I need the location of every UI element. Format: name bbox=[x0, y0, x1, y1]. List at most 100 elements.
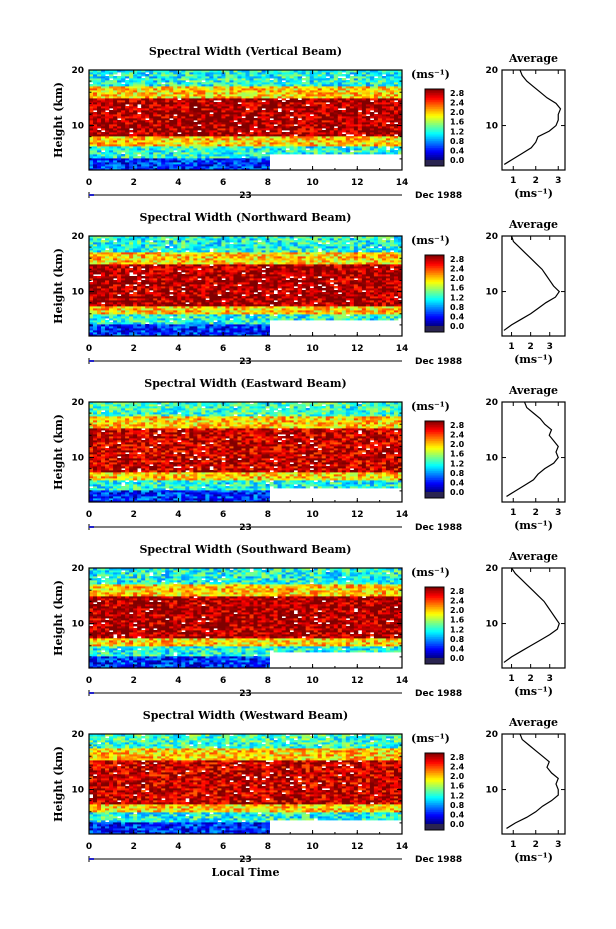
heatmap-cell bbox=[177, 154, 182, 157]
heatmap-cell bbox=[261, 94, 266, 97]
heatmap-cell bbox=[125, 144, 130, 147]
heatmap-cell bbox=[89, 296, 94, 299]
heatmap-cell bbox=[273, 92, 278, 95]
heatmap-cell bbox=[221, 146, 226, 149]
heatmap-cell bbox=[397, 148, 403, 151]
heatmap-cell bbox=[117, 116, 122, 119]
heatmap-cell bbox=[93, 128, 98, 131]
heatmap-cell bbox=[341, 138, 347, 141]
heatmap-cell bbox=[117, 94, 122, 97]
heatmap-cell bbox=[313, 112, 319, 115]
heatmap-cell bbox=[309, 104, 315, 107]
heatmap-cell bbox=[285, 146, 291, 149]
heatmap-cell bbox=[141, 72, 146, 75]
heatmap-cell bbox=[237, 158, 242, 161]
heatmap-cell bbox=[293, 132, 299, 135]
heatmap-cell bbox=[117, 122, 122, 125]
heatmap-cell bbox=[165, 158, 170, 161]
heatmap-cell bbox=[89, 334, 94, 337]
heatmap-cell bbox=[309, 108, 315, 111]
heatmap-cell bbox=[397, 112, 403, 115]
heatmap-cell bbox=[325, 132, 331, 135]
heatmap-cell bbox=[113, 106, 118, 109]
heatmap-cell bbox=[309, 130, 315, 133]
heatmap-cell bbox=[93, 268, 98, 271]
heatmap-cell bbox=[313, 126, 319, 129]
heatmap-cell bbox=[357, 136, 363, 139]
heatmap-cell bbox=[205, 88, 210, 91]
heatmap-cell bbox=[113, 100, 118, 103]
heatmap-cell bbox=[349, 86, 355, 89]
heatmap-cell bbox=[129, 110, 134, 113]
heatmap-cell bbox=[345, 98, 351, 101]
heatmap-cell bbox=[253, 146, 258, 149]
heatmap-cell bbox=[209, 114, 214, 117]
heatmap-cell bbox=[209, 122, 214, 125]
heatmap-cell bbox=[321, 150, 327, 153]
heatmap-cell bbox=[101, 92, 106, 95]
heatmap-cell bbox=[181, 126, 186, 129]
heatmap-cell bbox=[93, 290, 98, 293]
heatmap-cell bbox=[89, 264, 94, 267]
heatmap-cell bbox=[153, 102, 158, 105]
heatmap-cell bbox=[165, 100, 170, 103]
panel-title: Spectral Width (Northward Beam) bbox=[140, 211, 352, 224]
heatmap-cell bbox=[241, 112, 246, 115]
heatmap-cell bbox=[145, 164, 150, 167]
heatmap-cell bbox=[185, 70, 190, 73]
heatmap-cell bbox=[357, 106, 363, 109]
heatmap-cell bbox=[289, 132, 295, 135]
heatmap-cell bbox=[113, 108, 118, 111]
heatmap-cell bbox=[217, 160, 222, 163]
heatmap-cell bbox=[153, 132, 158, 135]
colorbar-swatch bbox=[425, 136, 444, 140]
heatmap-cell bbox=[373, 94, 379, 97]
heatmap-cell bbox=[269, 96, 274, 99]
heatmap-cell bbox=[237, 146, 242, 149]
heatmap-cell bbox=[357, 114, 363, 117]
heatmap-cell bbox=[89, 112, 94, 115]
heatmap-cell bbox=[257, 108, 262, 111]
heatmap-cell bbox=[217, 94, 222, 97]
heatmap-cell bbox=[149, 108, 154, 111]
heatmap-cell bbox=[345, 130, 351, 133]
heatmap-cell bbox=[233, 140, 238, 143]
heatmap-cell bbox=[281, 96, 287, 99]
heatmap-cell bbox=[357, 84, 363, 87]
heatmap-cell bbox=[333, 118, 339, 121]
heatmap-cell bbox=[113, 114, 118, 117]
heatmap-cell bbox=[321, 120, 327, 123]
heatmap-cell bbox=[133, 144, 138, 147]
heatmap-cell bbox=[201, 156, 206, 159]
heatmap-cell bbox=[129, 152, 134, 155]
heatmap-cell bbox=[377, 96, 383, 99]
heatmap-cell bbox=[141, 82, 146, 85]
heatmap-cell bbox=[301, 152, 307, 155]
heatmap-cell bbox=[305, 80, 311, 83]
heatmap-cell bbox=[309, 126, 315, 129]
heatmap-cell bbox=[125, 158, 130, 161]
heatmap-cell bbox=[213, 90, 218, 93]
heatmap-cell bbox=[265, 164, 270, 167]
heatmap-cell bbox=[89, 278, 94, 281]
heatmap-cell bbox=[225, 122, 230, 125]
colorbar-swatch bbox=[425, 115, 444, 118]
heatmap-cell bbox=[97, 126, 102, 129]
heatmap-cell bbox=[353, 118, 359, 121]
heatmap-cell bbox=[381, 120, 387, 123]
heatmap-cell bbox=[353, 94, 359, 97]
heatmap-cell bbox=[157, 132, 162, 135]
heatmap-cell bbox=[245, 150, 250, 153]
heatmap-cell bbox=[157, 114, 162, 117]
heatmap-cell bbox=[349, 114, 355, 117]
heatmap-cell bbox=[381, 78, 387, 81]
heatmap-cell bbox=[133, 70, 138, 73]
heatmap-cell bbox=[253, 122, 258, 125]
heatmap-cell bbox=[329, 80, 335, 83]
heatmap-cell bbox=[101, 114, 106, 117]
heatmap-cell bbox=[121, 108, 126, 111]
heatmap-cell bbox=[129, 140, 134, 143]
heatmap-cell bbox=[89, 308, 94, 311]
heatmap-cell bbox=[385, 112, 391, 115]
heatmap-cell bbox=[305, 146, 311, 149]
